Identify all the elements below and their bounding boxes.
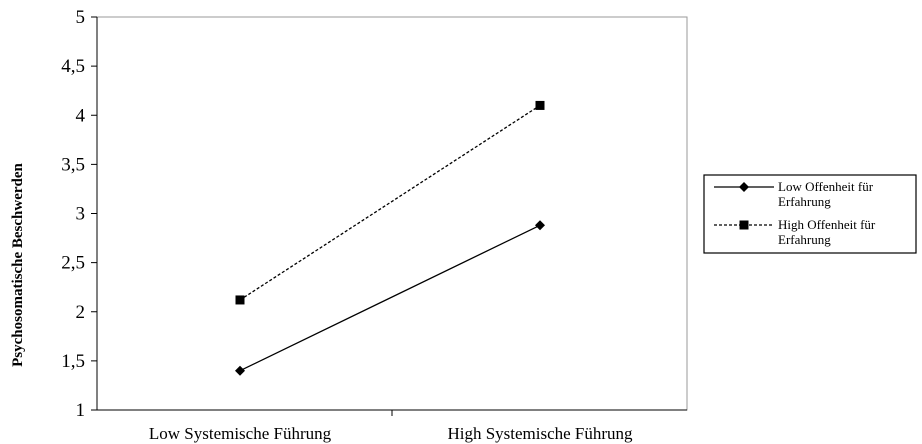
y-tick-label: 1,5 — [61, 351, 85, 372]
legend-label: Erfahrung — [778, 194, 831, 209]
series-group — [235, 100, 545, 376]
legend-label: High Offenheit für — [778, 217, 876, 232]
y-tick-label: 5 — [76, 7, 86, 28]
legend-label: Low Offenheit für — [778, 179, 874, 194]
y-tick-label: 4,5 — [61, 56, 85, 77]
data-point — [235, 365, 245, 376]
legend-label: Erfahrung — [778, 232, 831, 247]
series-line — [239, 104, 541, 301]
x-category-label: High Systemische Führung — [447, 424, 633, 443]
data-point — [535, 100, 545, 110]
legend-marker — [739, 182, 749, 192]
y-tick-label: 2 — [76, 302, 86, 323]
y-tick-label: 3 — [76, 204, 86, 225]
y-ticks: 1 1,5 2 2,5 3 3,5 4 4,5 5 — [61, 7, 97, 421]
x-category-label: Low Systemische Führung — [149, 424, 332, 443]
data-point — [535, 220, 545, 231]
x-categories: Low Systemische Führung High Systemische … — [149, 410, 633, 443]
legend-box — [703, 174, 917, 254]
y-tick-label: 4 — [76, 105, 86, 126]
y-axis-title: Psychosomatische Beschwerden — [10, 162, 26, 366]
y-tick-label: 1 — [76, 400, 86, 421]
y-tick-label: 3,5 — [61, 154, 85, 175]
series-line — [239, 224, 541, 372]
data-point — [235, 295, 245, 305]
plot-area — [96, 16, 688, 411]
y-tick-label: 2,5 — [61, 253, 85, 274]
legend-marker — [739, 220, 749, 230]
